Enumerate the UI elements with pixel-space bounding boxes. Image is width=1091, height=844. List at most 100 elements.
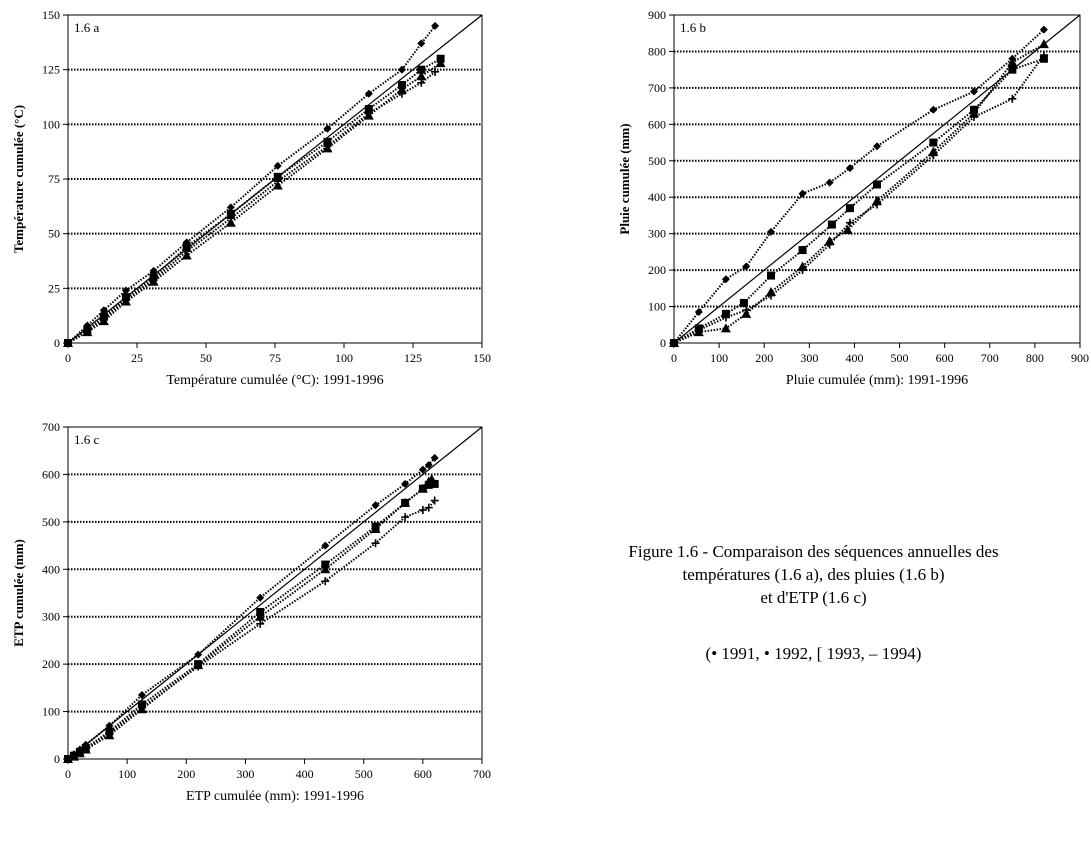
data-point (424, 503, 433, 512)
x-tick-label: 100 (335, 351, 353, 365)
data-point (417, 483, 428, 493)
data-point (417, 65, 426, 74)
data-point (845, 218, 854, 227)
data-point (825, 240, 834, 249)
data-point (1039, 25, 1048, 34)
y-tick-label: 0 (54, 752, 60, 766)
data-point (69, 752, 78, 761)
y-axis-label: Température cumulée (°C) (11, 105, 26, 253)
x-tick-label: 125 (404, 351, 422, 365)
data-point (273, 177, 282, 186)
data-point (842, 225, 853, 235)
x-tick-label: 75 (269, 351, 281, 365)
x-tick-label: 900 (1071, 351, 1089, 365)
data-point (797, 261, 808, 271)
data-point (323, 142, 332, 151)
chart-pluie: 0 100 200 300 400 500 600 700 800 900 0 100 200 300 40… (550, 0, 1091, 420)
y-tick-label: 25 (48, 281, 60, 295)
data-point (825, 178, 834, 187)
data-point (435, 58, 446, 68)
x-tick-label: 0 (65, 351, 71, 365)
y-axis-label: Pluie cumulée (mm) (617, 123, 632, 234)
data-point (256, 619, 265, 628)
data-point (969, 87, 978, 96)
series-diamond (64, 453, 439, 763)
data-point (798, 189, 807, 198)
data-point (323, 124, 332, 133)
data-point (273, 172, 282, 181)
series-line (673, 28, 1045, 344)
data-point (670, 339, 678, 347)
series-plus (64, 67, 440, 347)
x-tick-label: 500 (891, 351, 909, 365)
y-tick-label: 300 (648, 227, 666, 241)
data-point (400, 497, 411, 507)
x-tick-label: 500 (355, 767, 373, 781)
chart-temperature: 0 25 50 75 100 125 150 0 25 50 75 100 125 150 Températ… (0, 0, 520, 420)
data-point (182, 242, 191, 251)
data-point (694, 308, 703, 317)
data-point (321, 577, 330, 586)
data-point (226, 214, 235, 223)
data-point (99, 314, 108, 323)
x-tick-label: 100 (710, 351, 728, 365)
series-line (67, 457, 436, 760)
data-point (121, 295, 130, 304)
x-axis-label: ETP cumulée (mm): 1991-1996 (186, 789, 364, 804)
data-point (430, 496, 439, 505)
series-diamond (670, 25, 1048, 347)
data-point (226, 203, 235, 212)
data-point (929, 151, 938, 160)
y-tick-label: 500 (648, 154, 666, 168)
data-point (64, 755, 72, 763)
data-point (149, 266, 158, 275)
y-tick-label: 0 (660, 336, 666, 350)
chart-svg-a: 0 25 50 75 100 125 150 0 25 50 75 100 125 150 Températ… (11, 8, 491, 388)
data-point (873, 180, 881, 189)
data-point (364, 89, 373, 98)
data-point (929, 138, 938, 147)
caption-line-1: Figure 1.6 - Comparaison des séquences a… (628, 542, 999, 561)
data-point (873, 142, 881, 151)
data-point (431, 21, 440, 30)
data-point (256, 593, 265, 602)
y-tick-label: 600 (42, 467, 60, 481)
data-point (83, 325, 92, 334)
series-line (67, 482, 435, 760)
y-tick-label: 0 (54, 336, 60, 350)
y-tick-label: 400 (648, 190, 666, 204)
x-tick-label: 300 (236, 767, 254, 781)
series-plus (670, 51, 1048, 347)
data-point (273, 161, 282, 170)
chart-svg-b: 0 100 200 300 400 500 600 700 800 900 0 100 200 300 40… (617, 8, 1089, 388)
data-point (401, 479, 410, 488)
x-axis-label: Pluie cumulée (mm): 1991-1996 (786, 373, 968, 388)
reference-line (67, 426, 483, 760)
data-point (426, 474, 437, 484)
data-point (766, 271, 775, 280)
data-point (720, 323, 731, 333)
data-point (194, 650, 203, 659)
y-tick-label: 100 (648, 300, 666, 314)
data-point (137, 703, 146, 712)
y-tick-label: 600 (648, 117, 666, 131)
data-point (694, 326, 703, 335)
data-point (430, 479, 439, 488)
figure-caption: Figure 1.6 - Comparaison des séquences a… (536, 540, 1091, 609)
x-tick-label: 0 (671, 351, 677, 365)
series-square (670, 54, 1048, 347)
data-point (1039, 51, 1048, 60)
series-triangle (63, 58, 446, 347)
x-tick-label: 200 (177, 767, 195, 781)
panel-label: 1.6 a (74, 20, 100, 35)
caption-line-3: et d'ETP (1.6 c) (760, 588, 867, 607)
y-tick-label: 300 (42, 610, 60, 624)
data-point (81, 744, 90, 753)
data-point (75, 748, 84, 757)
data-point (416, 71, 427, 81)
series-triangle (63, 474, 437, 763)
x-tick-label: 50 (200, 351, 212, 365)
data-point (194, 662, 203, 671)
y-tick-label: 500 (42, 515, 60, 529)
data-point (370, 523, 381, 533)
